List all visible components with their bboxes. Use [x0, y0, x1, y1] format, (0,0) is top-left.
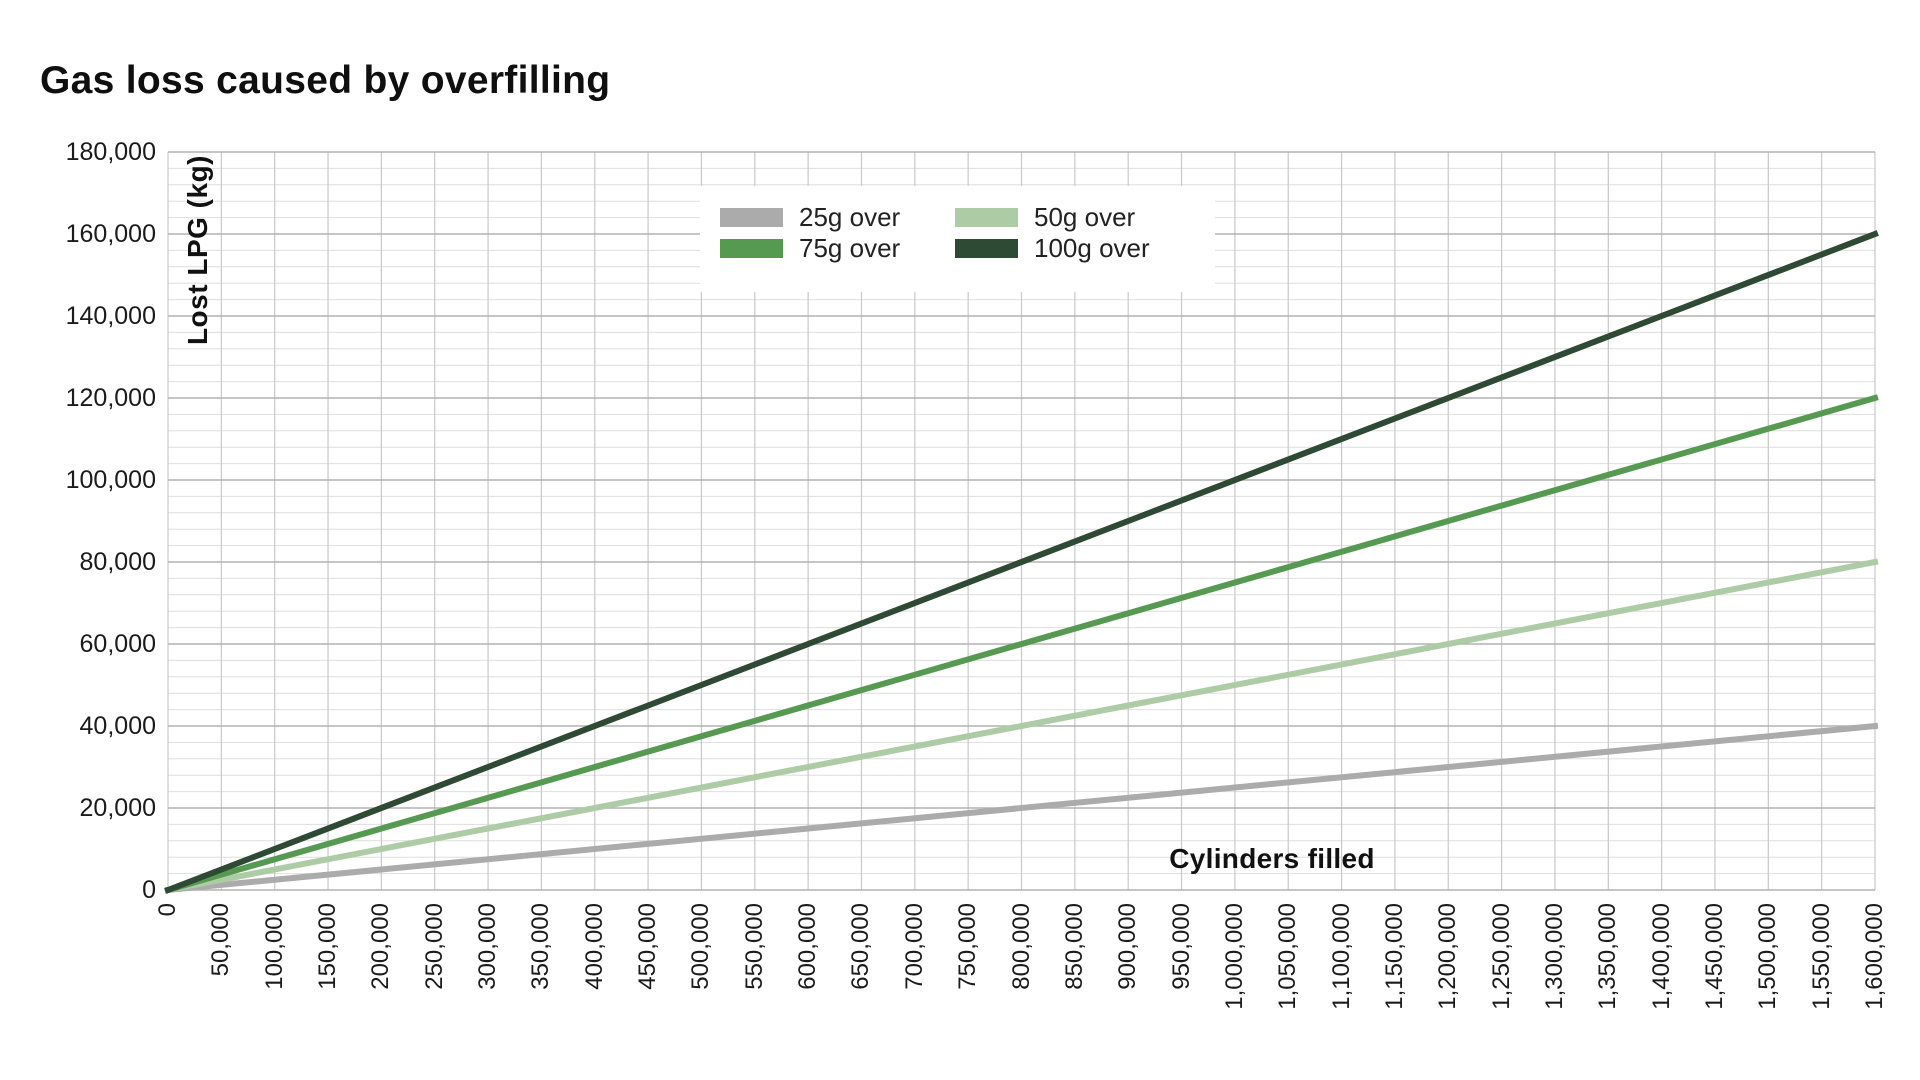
- y-tick-label: 40,000: [79, 712, 156, 740]
- x-tick-label: 0: [154, 903, 181, 917]
- series-line-100g-over: [164, 230, 1879, 894]
- x-tick-label: 350,000: [527, 903, 555, 990]
- x-tick-label: 800,000: [1007, 903, 1035, 990]
- x-tick-label: 1,400,000: [1647, 903, 1675, 1010]
- x-tick-label: 1,600,000: [1861, 903, 1888, 1010]
- legend-label-50g-over: 50g over: [1034, 201, 1136, 232]
- y-tick-label: 160,000: [65, 220, 156, 248]
- series-line-50g-over: [164, 558, 1879, 894]
- y-tick-label: 180,000: [65, 138, 156, 166]
- legend-item-50g-over: 50g over: [955, 202, 1190, 232]
- x-tick-label: 300,000: [474, 903, 502, 990]
- x-tick-label: 600,000: [794, 903, 822, 990]
- x-tick-label: 1,100,000: [1327, 903, 1355, 1010]
- x-tick-label: 100,000: [260, 903, 288, 990]
- x-tick-label: 550,000: [740, 903, 768, 990]
- legend-grid: 25g over 50g over 75g over 100g over: [720, 202, 1215, 263]
- x-tick-label: 950,000: [1167, 903, 1195, 990]
- y-axis-title: Lost LPG (kg): [182, 155, 213, 346]
- x-tick-label: 1,500,000: [1754, 903, 1782, 1010]
- x-tick-label: 1,000,000: [1220, 903, 1248, 1010]
- legend: 25g over 50g over 75g over 100g over: [700, 186, 1215, 292]
- series-line-75g-over: [164, 394, 1879, 894]
- legend-item-100g-over: 100g over: [955, 233, 1190, 263]
- x-tick-label: 450,000: [634, 903, 662, 990]
- y-tick-label: 60,000: [79, 630, 156, 658]
- x-tick-label: 1,200,000: [1434, 903, 1462, 1010]
- y-tick-label: 100,000: [65, 466, 156, 494]
- x-tick-label: 700,000: [900, 903, 928, 990]
- y-tick-label: 0: [142, 876, 156, 904]
- x-tick-label: 200,000: [367, 903, 395, 990]
- x-tick-label: 650,000: [847, 903, 875, 990]
- x-tick-label: 900,000: [1114, 903, 1142, 990]
- y-tick-label: 120,000: [65, 384, 156, 412]
- x-tick-label: 500,000: [687, 903, 715, 990]
- x-tick-label: 1,150,000: [1380, 903, 1408, 1010]
- legend-swatch-75g-over: [720, 238, 783, 258]
- legend-swatch-100g-over: [955, 238, 1018, 258]
- legend-swatch-50g-over: [955, 207, 1018, 227]
- legend-label-100g-over: 100g over: [1034, 232, 1150, 263]
- x-tick-label: 1,300,000: [1540, 903, 1568, 1010]
- x-tick-label: 750,000: [954, 903, 982, 990]
- legend-label-25g-over: 25g over: [799, 201, 901, 232]
- x-tick-label: 150,000: [314, 903, 342, 990]
- x-axis-title: Cylinders filled: [1169, 843, 1375, 874]
- legend-swatch-25g-over: [720, 207, 783, 227]
- legend-label-75g-over: 75g over: [799, 232, 901, 263]
- legend-item-25g-over: 25g over: [720, 202, 955, 232]
- y-tick-label: 20,000: [79, 794, 156, 822]
- chart-title: Gas loss caused by overfilling: [40, 59, 611, 103]
- x-tick-label: 1,450,000: [1700, 903, 1728, 1010]
- y-tick-label: 140,000: [65, 302, 156, 330]
- x-tick-label: 1,250,000: [1487, 903, 1515, 1010]
- x-tick-label: 1,550,000: [1807, 903, 1835, 1010]
- y-tick-label: 80,000: [79, 548, 156, 576]
- x-tick-label: 850,000: [1060, 903, 1088, 990]
- legend-item-75g-over: 75g over: [720, 233, 955, 263]
- x-tick-label: 50,000: [207, 903, 235, 977]
- series-line-25g-over: [164, 722, 1879, 894]
- x-tick-label: 400,000: [580, 903, 608, 990]
- x-tick-label: 1,350,000: [1594, 903, 1622, 1010]
- x-tick-label: 250,000: [420, 903, 448, 990]
- x-tick-label: 1,050,000: [1274, 903, 1302, 1010]
